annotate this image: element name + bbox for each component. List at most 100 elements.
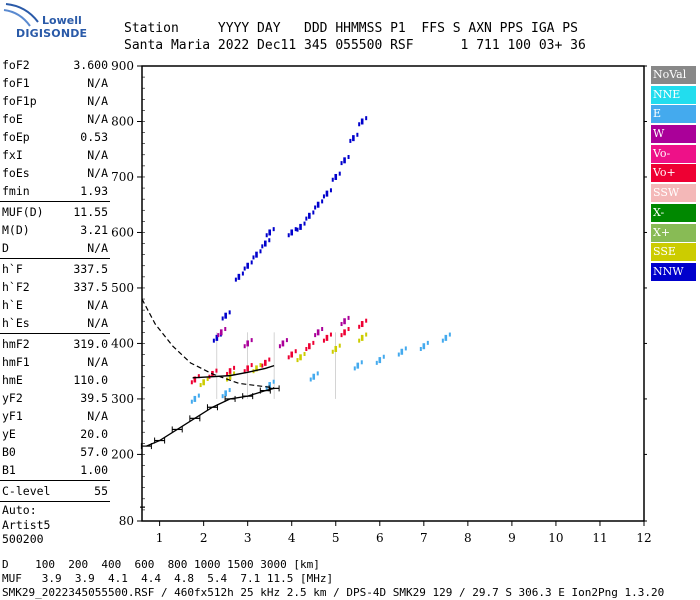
y-tick-label: 500	[111, 281, 134, 295]
echo-point	[294, 349, 297, 354]
echo-point	[226, 371, 229, 376]
echo-point	[296, 358, 299, 363]
echo-point	[419, 346, 422, 351]
footer-info: D 100 200 400 600 800 1000 1500 3000 [km…	[2, 558, 664, 600]
param-value: 110.0	[73, 373, 108, 387]
param-row: h`F 337.5	[0, 260, 112, 278]
echo-point	[246, 365, 249, 372]
echo-point	[343, 318, 346, 325]
param-row: yE 20.0	[0, 425, 112, 443]
autoscaling-line: Auto:	[2, 503, 37, 517]
echo-point	[268, 238, 271, 243]
param-row: h`Es N/A	[0, 314, 112, 332]
echo-point	[365, 116, 368, 121]
footer-distance-row: D 100 200 400 600 800 1000 1500 3000 [km…	[2, 558, 320, 571]
echo-point	[272, 227, 275, 232]
echo-point	[349, 138, 352, 143]
echo-point	[329, 188, 332, 193]
legend-item: SSW	[651, 184, 696, 203]
echo-point	[352, 135, 355, 142]
echo-point	[365, 332, 368, 337]
echo-point	[199, 383, 202, 388]
echo-point	[299, 223, 302, 230]
param-value: 3.21	[80, 223, 108, 237]
echo-point	[329, 332, 332, 337]
echo-point	[312, 373, 316, 380]
param-value: 57.0	[80, 445, 108, 459]
echo-point	[334, 173, 338, 180]
polarization-legend: NoVal NNE E W Vo- Vo+ SSW X- X+ SSE NNW	[651, 66, 696, 283]
param-row: fxI N/A	[0, 146, 112, 164]
x-tick-label: 4	[288, 531, 296, 545]
echo-point	[331, 177, 334, 182]
echo-point	[228, 373, 232, 380]
echo-point	[233, 365, 236, 370]
y-tick-label: 900	[111, 59, 134, 73]
echo-point	[224, 327, 227, 332]
param-value: N/A	[87, 241, 108, 255]
echo-point	[215, 334, 219, 341]
param-value: 0.53	[80, 130, 108, 144]
param-separator	[0, 333, 110, 334]
echo-point	[193, 376, 197, 383]
legend-item: X+	[651, 223, 696, 242]
echo-point	[228, 388, 231, 393]
y-tick-label: 80	[119, 514, 134, 528]
footer-file-info: SMK29_2022345055500.RSF / 460fx512h 25 k…	[2, 586, 665, 599]
echo-point	[444, 334, 448, 341]
echo-point	[259, 363, 262, 368]
param-value: N/A	[87, 148, 108, 162]
echo-point	[221, 316, 224, 321]
footer-muf-row: MUF 3.9 3.9 4.1 4.4 4.8 5.4 7.1 11.5 [MH…	[2, 572, 334, 585]
param-value: 20.0	[80, 427, 108, 441]
echo-point	[314, 205, 317, 210]
echo-point	[272, 379, 275, 384]
param-value: 55	[94, 484, 108, 498]
param-label: hmE	[2, 373, 23, 387]
echo-point	[250, 260, 253, 265]
echo-point	[228, 368, 232, 375]
param-value: 1.93	[80, 184, 108, 198]
echo-point	[343, 329, 346, 336]
scaled-parameters-panel: foF2 3.600 foF1 N/A foF1p N/A foE N/A foEp 0.53 fx…	[0, 56, 112, 547]
autoscaling-line: 500200	[2, 532, 44, 546]
echo-point	[215, 368, 218, 373]
echo-point	[312, 210, 315, 215]
echo-point	[241, 271, 244, 276]
legend-item: SSE	[651, 243, 696, 262]
echo-point	[294, 227, 297, 232]
echo-point	[338, 343, 341, 348]
echo-point	[246, 340, 249, 347]
echo-point	[228, 310, 231, 315]
param-label: foE	[2, 112, 23, 126]
echo-point	[265, 385, 268, 390]
echo-point	[263, 359, 267, 366]
echo-point	[325, 334, 329, 341]
param-value: 39.5	[80, 391, 108, 405]
echo-point	[356, 362, 360, 369]
echo-point	[338, 171, 341, 176]
param-value: 337.5	[73, 262, 108, 276]
echo-point	[365, 318, 368, 323]
echo-point	[252, 255, 255, 260]
echo-point	[331, 349, 334, 354]
echo-point	[255, 251, 258, 258]
legend-item: NoVal	[651, 66, 696, 84]
param-row: M(D) 3.21	[0, 221, 112, 239]
param-label: yE	[2, 427, 16, 441]
param-row: foF1p N/A	[0, 92, 112, 110]
param-value: 319.0	[73, 337, 108, 351]
y-tick-label: 700	[111, 170, 134, 184]
echo-point	[268, 382, 272, 389]
echo-point	[309, 377, 312, 382]
x-tick-label: 7	[420, 531, 428, 545]
param-value: N/A	[87, 355, 108, 369]
echo-point	[287, 355, 290, 360]
autoscaling-line: Artist5	[2, 517, 51, 532]
legend-item: NNE	[651, 85, 696, 104]
param-row: h`F2 337.5	[0, 278, 112, 296]
echo-point	[197, 374, 200, 379]
o-trace-line	[146, 387, 275, 447]
echo-point	[246, 262, 249, 269]
param-label: yF2	[2, 391, 23, 405]
